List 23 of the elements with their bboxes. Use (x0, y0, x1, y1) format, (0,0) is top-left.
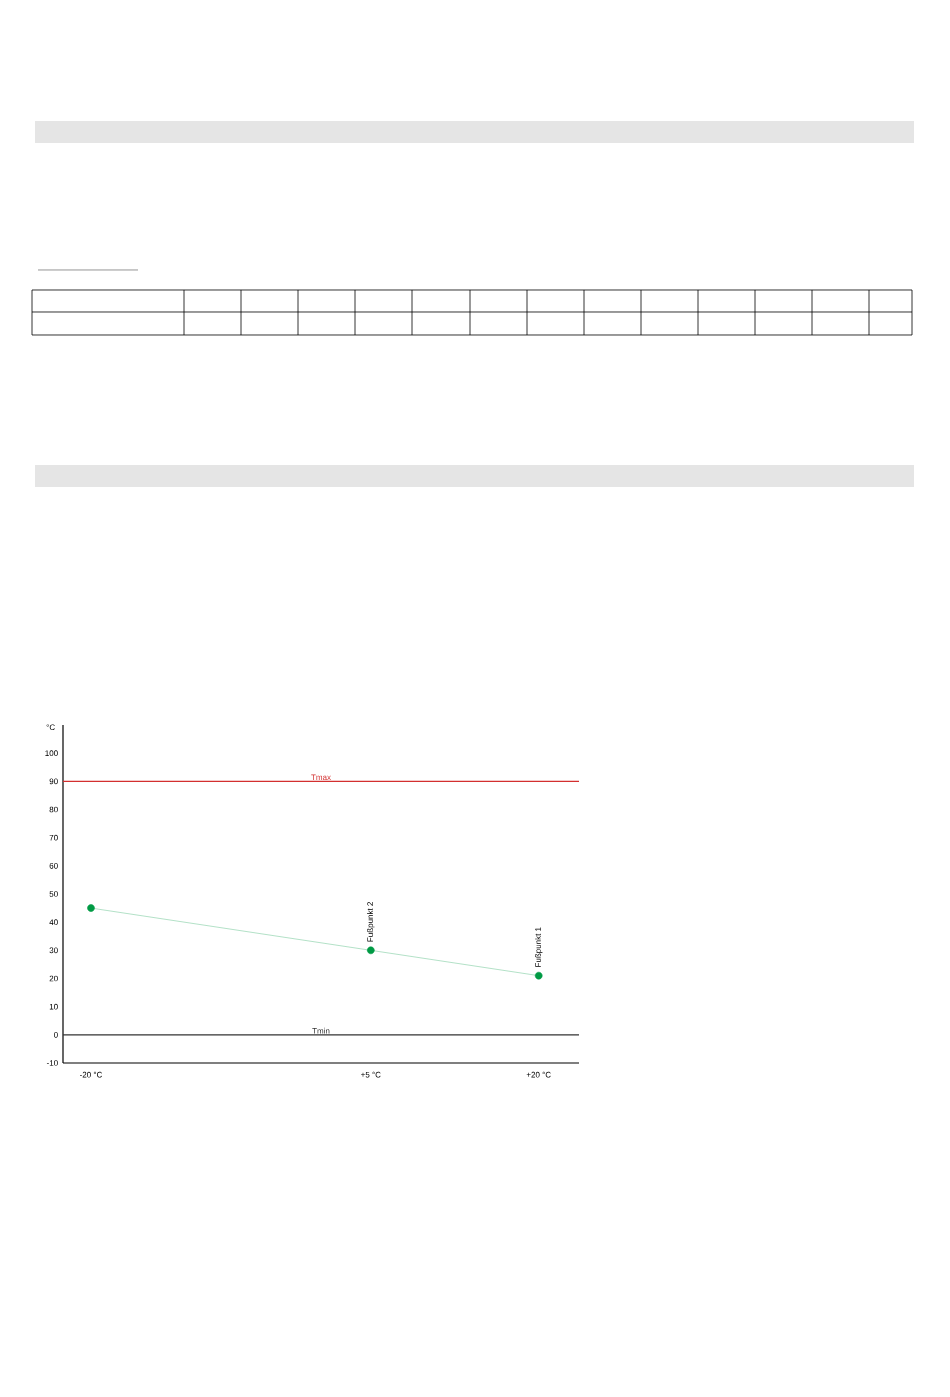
y-tick-label: 40 (49, 919, 58, 925)
x-tick-label: +5 °C (361, 1071, 381, 1078)
y-axis-title: °C (46, 724, 55, 731)
point (367, 946, 375, 955)
y-tick-label: -10 (46, 1060, 58, 1066)
point (87, 904, 95, 912)
point (534, 971, 543, 980)
y-tick-label: 70 (49, 834, 58, 841)
y-tick-label: 90 (49, 778, 58, 785)
y-tick-label: 80 (49, 806, 58, 813)
y-tick-label: 20 (49, 975, 58, 982)
annotation: Fußpunkt 2 (367, 902, 375, 942)
y-tick-label: 0 (54, 1031, 58, 1038)
ref-line-label: Tmax (311, 774, 331, 781)
y-tick-label: 10 (49, 1003, 58, 1010)
y-tick-label: 30 (49, 947, 58, 954)
y-tick-label: 50 (49, 891, 58, 897)
y-tick-label: 100 (45, 750, 58, 756)
x-tick-label: -20 °C (79, 1071, 103, 1078)
y-tick-label: 60 (49, 862, 58, 869)
annotation: Fußpunkt 1 (534, 927, 543, 967)
x-tick-label: +20 °C (526, 1071, 551, 1078)
ref-line-label: Tmin (312, 1027, 330, 1034)
